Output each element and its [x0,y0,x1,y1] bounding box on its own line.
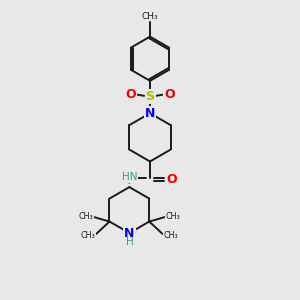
Text: CH₃: CH₃ [142,11,158,20]
Text: O: O [125,88,136,101]
Text: CH₃: CH₃ [79,212,93,221]
Text: HN: HN [122,172,137,182]
Text: H: H [125,238,133,248]
Text: CH₃: CH₃ [81,231,95,240]
Text: CH₃: CH₃ [166,212,180,221]
Text: N: N [124,227,135,240]
Text: N: N [145,107,155,120]
Text: O: O [164,88,175,101]
Text: S: S [146,91,154,103]
Text: CH₃: CH₃ [164,231,178,240]
Text: O: O [167,172,177,186]
